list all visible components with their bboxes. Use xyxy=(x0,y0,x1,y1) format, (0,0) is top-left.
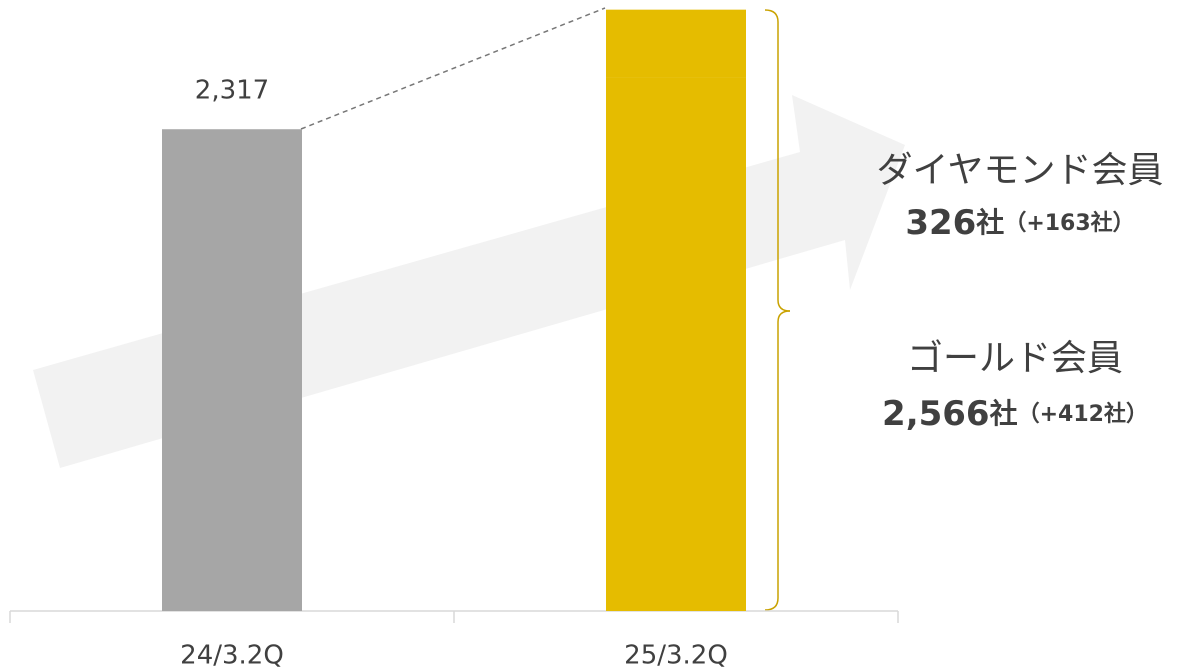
value-label: 2,317 xyxy=(195,76,269,106)
value-label: 326 xyxy=(905,203,976,243)
x-tick-label: 24/3.2Q xyxy=(180,641,284,671)
connector-line xyxy=(300,7,606,130)
change-label: （+412社） xyxy=(1018,401,1148,427)
unit-label: 社 xyxy=(976,206,1004,239)
bracket-lower xyxy=(764,310,791,611)
series-name: ダイヤモンド会員 xyxy=(877,150,1164,191)
series-name: ゴールド会員 xyxy=(907,338,1123,379)
unit-label: 社 xyxy=(990,397,1018,430)
series-value: 326社（+163社） xyxy=(905,203,1134,243)
x-tick-label: 25/3.2Q xyxy=(624,641,728,671)
bar xyxy=(606,77,746,611)
value-label: 2,566 xyxy=(882,394,990,434)
bracket-upper xyxy=(764,9,791,312)
change-label: （+163社） xyxy=(1004,210,1134,236)
bar xyxy=(606,9,746,78)
series-value: 2,566社（+412社） xyxy=(882,394,1148,434)
bar xyxy=(162,129,302,611)
